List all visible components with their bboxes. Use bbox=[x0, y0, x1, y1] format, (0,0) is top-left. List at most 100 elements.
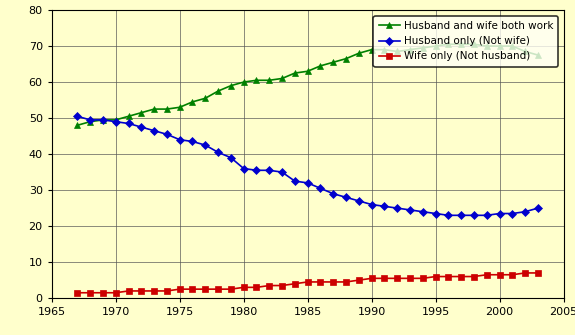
Wife only (Not husband) bbox=[151, 289, 158, 293]
Husband only (Not wife) bbox=[368, 202, 375, 206]
Husband and wife both work bbox=[509, 44, 516, 48]
Husband only (Not wife) bbox=[304, 181, 311, 185]
Husband only (Not wife) bbox=[509, 211, 516, 215]
Husband only (Not wife) bbox=[177, 138, 183, 142]
Husband only (Not wife) bbox=[74, 114, 81, 118]
Line: Husband and wife both work: Husband and wife both work bbox=[74, 41, 542, 129]
Wife only (Not husband) bbox=[522, 271, 528, 275]
Wife only (Not husband) bbox=[445, 275, 452, 279]
Wife only (Not husband) bbox=[535, 271, 542, 275]
Husband and wife both work bbox=[202, 96, 209, 100]
Husband and wife both work bbox=[87, 120, 94, 124]
Husband and wife both work bbox=[496, 44, 503, 48]
Husband only (Not wife) bbox=[138, 125, 145, 129]
Wife only (Not husband) bbox=[125, 289, 132, 293]
Husband and wife both work bbox=[535, 53, 542, 57]
Husband and wife both work bbox=[189, 100, 196, 104]
Husband only (Not wife) bbox=[214, 150, 221, 154]
Wife only (Not husband) bbox=[419, 276, 426, 280]
Husband and wife both work bbox=[458, 42, 465, 46]
Wife only (Not husband) bbox=[496, 273, 503, 277]
Line: Husband only (Not wife): Husband only (Not wife) bbox=[75, 114, 540, 218]
Husband only (Not wife) bbox=[125, 122, 132, 126]
Legend: Husband and wife both work, Husband only (Not wife), Wife only (Not husband): Husband and wife both work, Husband only… bbox=[374, 16, 558, 67]
Wife only (Not husband) bbox=[368, 276, 375, 280]
Husband only (Not wife) bbox=[470, 213, 477, 217]
Husband only (Not wife) bbox=[394, 206, 401, 210]
Husband and wife both work bbox=[177, 105, 183, 109]
Wife only (Not husband) bbox=[87, 291, 94, 295]
Wife only (Not husband) bbox=[99, 291, 106, 295]
Husband and wife both work bbox=[419, 46, 426, 50]
Husband and wife both work bbox=[253, 78, 260, 82]
Husband only (Not wife) bbox=[330, 192, 337, 196]
Husband and wife both work bbox=[292, 71, 298, 75]
Wife only (Not husband) bbox=[304, 280, 311, 284]
Husband and wife both work bbox=[214, 89, 221, 93]
Wife only (Not husband) bbox=[112, 291, 119, 295]
Husband and wife both work bbox=[445, 42, 452, 46]
Husband only (Not wife) bbox=[445, 213, 452, 217]
Wife only (Not husband) bbox=[484, 273, 490, 277]
Wife only (Not husband) bbox=[266, 283, 273, 287]
Wife only (Not husband) bbox=[381, 276, 388, 280]
Husband and wife both work bbox=[74, 123, 81, 127]
Wife only (Not husband) bbox=[240, 285, 247, 289]
Husband only (Not wife) bbox=[343, 195, 350, 199]
Husband and wife both work bbox=[470, 42, 477, 46]
Husband and wife both work bbox=[151, 107, 158, 111]
Husband only (Not wife) bbox=[228, 156, 235, 160]
Husband and wife both work bbox=[407, 48, 413, 52]
Husband only (Not wife) bbox=[535, 206, 542, 210]
Husband only (Not wife) bbox=[87, 118, 94, 122]
Husband only (Not wife) bbox=[496, 211, 503, 215]
Husband and wife both work bbox=[484, 44, 490, 48]
Husband only (Not wife) bbox=[266, 168, 273, 172]
Husband and wife both work bbox=[163, 107, 170, 111]
Husband and wife both work bbox=[381, 48, 388, 52]
Wife only (Not husband) bbox=[317, 280, 324, 284]
Husband and wife both work bbox=[522, 50, 528, 54]
Husband and wife both work bbox=[279, 76, 286, 80]
Husband only (Not wife) bbox=[163, 132, 170, 136]
Husband only (Not wife) bbox=[419, 210, 426, 214]
Wife only (Not husband) bbox=[355, 278, 362, 282]
Wife only (Not husband) bbox=[202, 287, 209, 291]
Wife only (Not husband) bbox=[253, 285, 260, 289]
Husband only (Not wife) bbox=[522, 210, 528, 214]
Wife only (Not husband) bbox=[74, 291, 81, 295]
Line: Wife only (Not husband): Wife only (Not husband) bbox=[75, 270, 540, 295]
Husband only (Not wife) bbox=[253, 168, 260, 172]
Wife only (Not husband) bbox=[330, 280, 337, 284]
Husband and wife both work bbox=[330, 60, 337, 64]
Husband only (Not wife) bbox=[407, 208, 413, 212]
Husband only (Not wife) bbox=[189, 139, 196, 143]
Husband and wife both work bbox=[125, 114, 132, 118]
Husband and wife both work bbox=[355, 51, 362, 55]
Husband only (Not wife) bbox=[99, 118, 106, 122]
Husband only (Not wife) bbox=[112, 120, 119, 124]
Wife only (Not husband) bbox=[509, 273, 516, 277]
Husband and wife both work bbox=[138, 111, 145, 115]
Wife only (Not husband) bbox=[343, 280, 350, 284]
Husband and wife both work bbox=[112, 118, 119, 122]
Husband only (Not wife) bbox=[202, 143, 209, 147]
Husband only (Not wife) bbox=[292, 179, 298, 183]
Wife only (Not husband) bbox=[432, 275, 439, 279]
Husband and wife both work bbox=[317, 64, 324, 68]
Husband only (Not wife) bbox=[355, 199, 362, 203]
Husband and wife both work bbox=[368, 48, 375, 52]
Wife only (Not husband) bbox=[407, 276, 413, 280]
Husband and wife both work bbox=[343, 57, 350, 61]
Husband and wife both work bbox=[432, 44, 439, 48]
Wife only (Not husband) bbox=[394, 276, 401, 280]
Wife only (Not husband) bbox=[177, 287, 183, 291]
Wife only (Not husband) bbox=[458, 275, 465, 279]
Husband and wife both work bbox=[266, 78, 273, 82]
Husband only (Not wife) bbox=[317, 186, 324, 190]
Husband and wife both work bbox=[394, 50, 401, 54]
Wife only (Not husband) bbox=[214, 287, 221, 291]
Wife only (Not husband) bbox=[138, 289, 145, 293]
Husband only (Not wife) bbox=[458, 213, 465, 217]
Wife only (Not husband) bbox=[163, 289, 170, 293]
